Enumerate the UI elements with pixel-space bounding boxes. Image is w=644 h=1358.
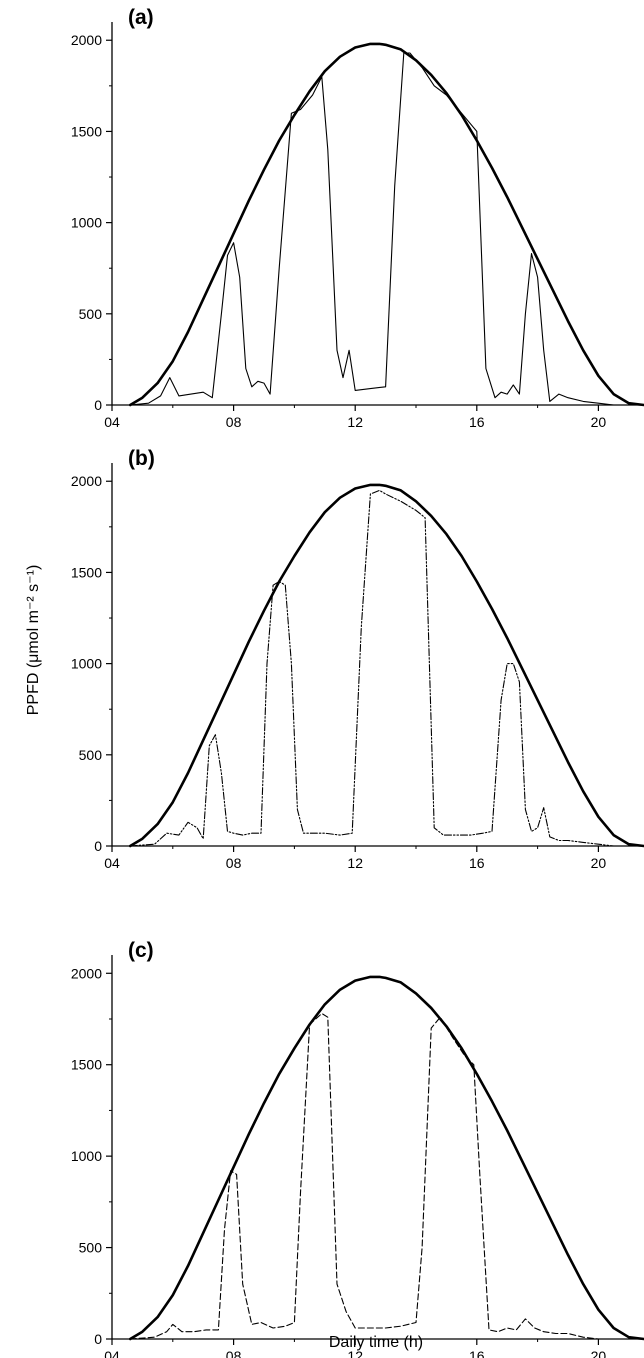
chart-panel-1: 0 500 1000 1500 2000 04 08 12 16 20 (a) xyxy=(71,6,644,430)
x-tick-label: 04 xyxy=(104,1348,120,1358)
x-axis-title: Daily time (h) xyxy=(329,1334,423,1351)
x-tick-label: 20 xyxy=(591,855,607,871)
y-tick-label: 500 xyxy=(79,1240,103,1256)
y-tick-label: 1000 xyxy=(71,656,102,672)
y-tick-label: 1000 xyxy=(71,1148,102,1164)
chart-panel-2: 0 500 1000 1500 2000 04 08 12 16 20 (b) xyxy=(71,447,644,871)
x-tick-label: 16 xyxy=(469,1348,485,1358)
x-tick-label: 04 xyxy=(104,855,120,871)
panel-label: (c) xyxy=(128,939,154,962)
y-tick-label: 1500 xyxy=(71,1057,102,1073)
y-tick-label: 0 xyxy=(94,1331,102,1347)
y-tick-label: 2000 xyxy=(71,32,102,48)
chart-panel-3: 0 500 1000 1500 2000 04 08 12 16 20 (c) xyxy=(71,939,644,1358)
y-tick-label: 2000 xyxy=(71,473,102,489)
y-axis-title: PPFD (μmol m⁻² s⁻¹) xyxy=(25,565,42,716)
x-tick-label: 20 xyxy=(591,414,607,430)
x-tick-label: 12 xyxy=(347,1348,363,1358)
x-tick-label: 08 xyxy=(226,855,242,871)
x-tick-label: 12 xyxy=(347,855,363,871)
y-tick-label: 2000 xyxy=(71,965,102,981)
y-tick-label: 0 xyxy=(94,838,102,854)
y-tick-label: 1500 xyxy=(71,564,102,580)
x-tick-label: 04 xyxy=(104,414,120,430)
x-tick-label: 08 xyxy=(226,414,242,430)
series-line-measured xyxy=(129,1012,644,1340)
y-tick-label: 500 xyxy=(79,306,103,322)
y-tick-label: 1500 xyxy=(71,123,102,139)
series-line-clear-sky xyxy=(128,42,644,407)
series-line-clear-sky xyxy=(128,975,644,1341)
x-tick-label: 12 xyxy=(347,414,363,430)
panel-label: (b) xyxy=(128,447,155,470)
x-tick-label: 16 xyxy=(469,855,485,871)
x-tick-label: 20 xyxy=(591,1348,607,1358)
series-line-measured xyxy=(129,489,644,847)
x-tick-label: 08 xyxy=(226,1348,242,1358)
panel-label: (a) xyxy=(128,6,154,29)
x-tick-label: 16 xyxy=(469,414,485,430)
series-line-measured xyxy=(129,52,644,406)
y-tick-label: 1000 xyxy=(71,215,102,231)
y-tick-label: 0 xyxy=(94,397,102,413)
y-tick-label: 500 xyxy=(79,747,103,763)
series-line-clear-sky xyxy=(128,483,644,848)
